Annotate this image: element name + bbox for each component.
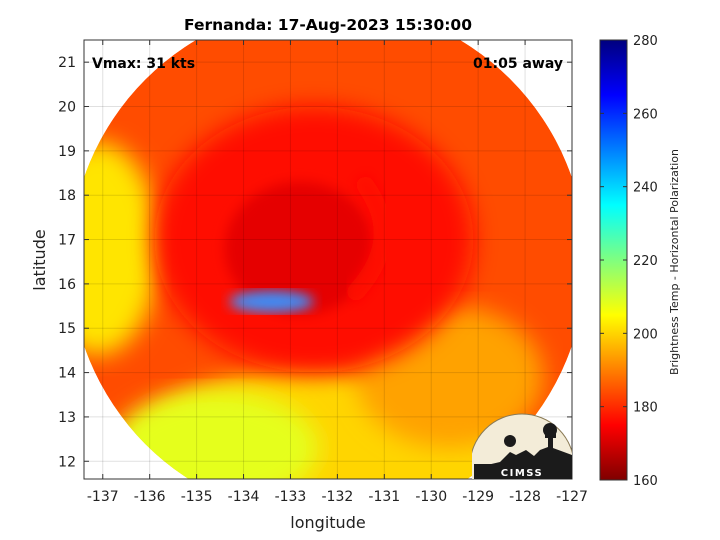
colorbar-tick-label: 180	[633, 401, 658, 416]
x-tick-label: -135	[181, 489, 213, 505]
y-tick-label: 12	[58, 454, 76, 470]
logo-tower-top	[543, 423, 557, 437]
colorbar-tick-label: 220	[633, 254, 658, 269]
colorbar-label: Brightness Temp - Horizontal Polarizatio…	[668, 149, 681, 375]
x-tick-label: -133	[275, 489, 307, 505]
logo-band	[474, 464, 572, 479]
time-offset-label: 01:05 away	[473, 56, 563, 72]
y-tick-label: 14	[58, 366, 76, 382]
y-tick-label: 13	[58, 410, 76, 426]
logo-dish	[504, 435, 516, 447]
y-tick-label: 19	[58, 144, 76, 160]
y-tick-label: 20	[58, 100, 76, 116]
x-tick-label: -132	[321, 489, 353, 505]
colorbar-tick-label: 260	[633, 107, 658, 122]
x-tick-label: -131	[368, 489, 400, 505]
y-tick-label: 17	[58, 233, 76, 249]
x-tick-label: -134	[228, 489, 260, 505]
eye-wisp	[229, 290, 314, 313]
x-axis: -137 -136 -135 -134 -133 -132 -131 -130 -129 -128…	[87, 40, 588, 505]
x-tick-label: -128	[509, 489, 541, 505]
cimss-logo: CIMSS	[472, 413, 572, 479]
x-tick-label: -129	[462, 489, 494, 505]
y-tick-label: 16	[58, 277, 76, 293]
eye-region	[224, 181, 375, 315]
spiral-band	[343, 172, 392, 305]
colorbar-tick-label: 200	[633, 327, 658, 342]
y-axis: 12 13 14 15 16 17 18 19 20 21	[58, 55, 572, 470]
x-tick-label: -127	[556, 489, 588, 505]
colorbar-tick-label: 160	[633, 474, 658, 489]
x-axis-label: longitude	[290, 513, 365, 532]
x-tick-label: -137	[87, 489, 119, 505]
y-axis-label: latitude	[30, 229, 49, 290]
colorbar-tick-label: 280	[633, 34, 658, 49]
y-tick-label: 15	[58, 321, 76, 337]
colorbar	[599, 39, 628, 481]
logo-text: CIMSS	[501, 468, 543, 479]
y-tick-label: 18	[58, 188, 76, 204]
chart-title: Fernanda: 17-Aug-2023 15:30:00	[184, 16, 472, 34]
brightness-field	[84, 40, 572, 479]
west-edge	[84, 141, 160, 355]
colorbar-tick-label: 240	[633, 181, 658, 196]
colorbar-ticks: 160 180 200 220 240 260 280	[600, 34, 658, 489]
footprint-disk	[84, 40, 572, 479]
plot-border	[83, 39, 573, 480]
x-tick-label: -136	[134, 489, 166, 505]
y-tick-label: 21	[58, 55, 76, 71]
vmax-label: Vmax: 31 kts	[92, 56, 195, 72]
x-tick-label: -130	[415, 489, 447, 505]
